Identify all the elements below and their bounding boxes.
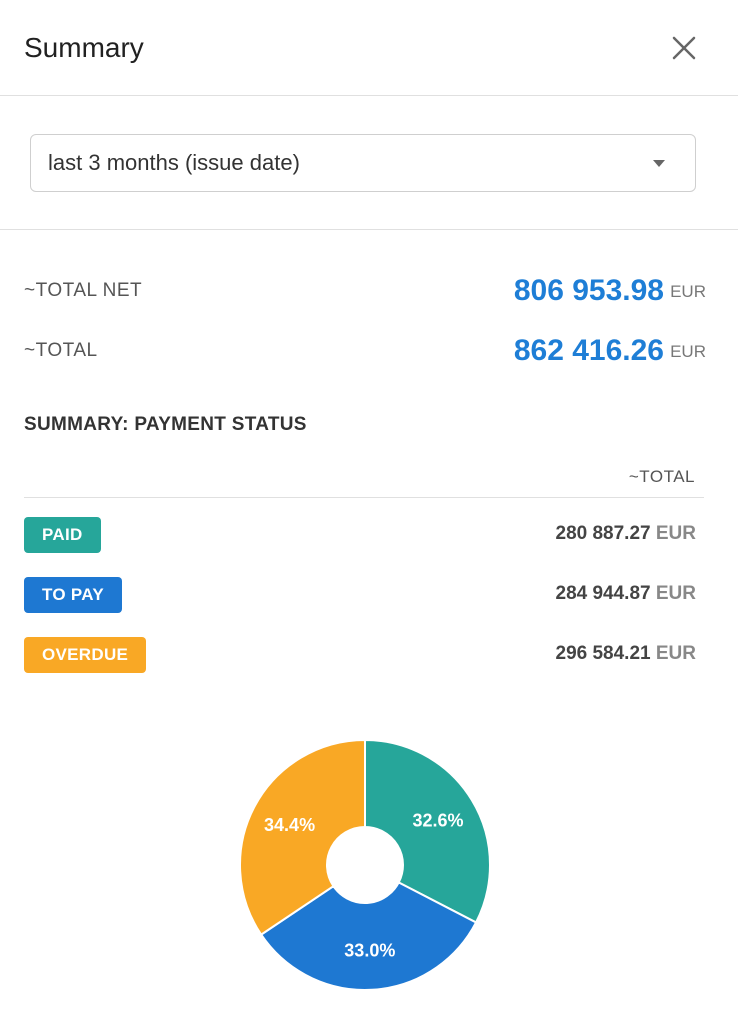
pie-label-overdue: 34.4% bbox=[264, 815, 315, 835]
status-badge-paid[interactable]: PAID bbox=[24, 517, 101, 553]
amount-currency: EUR bbox=[655, 583, 696, 604]
payment-status-donut-chart: 32.6% 33.0% 34.4% bbox=[238, 738, 492, 992]
dialog-header: Summary bbox=[0, 0, 738, 96]
total-net-row: ~TOTAL NET 806 953.98 EUR bbox=[24, 272, 706, 312]
status-amount-overdue: 296 584.21 EUR bbox=[556, 643, 697, 665]
status-row-paid: PAID 280 887.27 EUR bbox=[24, 517, 696, 553]
total-value: 862 416.26 bbox=[513, 334, 664, 367]
amount-value: 280 887.27 bbox=[555, 523, 651, 544]
amount-currency: EUR bbox=[655, 523, 696, 544]
status-row-to-pay: TO PAY 284 944.87 EUR bbox=[24, 577, 696, 613]
pie-label-paid: 32.6% bbox=[413, 811, 464, 831]
total-currency: EUR bbox=[670, 342, 706, 361]
payment-status-title: SUMMARY: PAYMENT STATUS bbox=[24, 414, 307, 435]
total-row: ~TOTAL 862 416.26 EUR bbox=[24, 332, 706, 372]
period-select[interactable]: last 3 months (issue date) bbox=[30, 134, 696, 192]
column-header-total: ~TOTAL bbox=[628, 467, 695, 486]
close-button[interactable] bbox=[664, 28, 704, 68]
total-net-currency: EUR bbox=[670, 282, 706, 301]
pie-label-to-pay: 33.0% bbox=[344, 940, 395, 960]
status-badge-overdue[interactable]: OVERDUE bbox=[24, 637, 147, 673]
amount-currency: EUR bbox=[655, 643, 696, 664]
pie-slice-paid[interactable] bbox=[364, 738, 491, 924]
pie-slice-overdue[interactable] bbox=[239, 738, 366, 936]
total-net-label: ~TOTAL NET bbox=[24, 280, 143, 301]
donut-chart-svg: 32.6% 33.0% 34.4% bbox=[239, 738, 491, 991]
pie-slice-to-pay[interactable] bbox=[259, 881, 478, 991]
amount-value: 296 584.21 bbox=[555, 643, 651, 664]
status-amount-to-pay: 284 944.87 EUR bbox=[556, 583, 697, 605]
total-label: ~TOTAL bbox=[24, 340, 98, 361]
amount-value: 284 944.87 bbox=[555, 583, 651, 604]
total-net-value: 806 953.98 bbox=[513, 274, 664, 307]
status-amount-paid: 280 887.27 EUR bbox=[556, 523, 697, 545]
caret-down-icon bbox=[653, 160, 665, 167]
status-row-overdue: OVERDUE 296 584.21 EUR bbox=[24, 637, 696, 673]
close-icon[interactable] bbox=[664, 28, 704, 68]
filter-section: last 3 months (issue date) bbox=[0, 96, 738, 230]
payment-status-table-header: ~TOTAL bbox=[24, 458, 704, 498]
period-select-value: last 3 months (issue date) bbox=[48, 150, 300, 175]
dialog-title: Summary bbox=[24, 32, 144, 63]
status-badge-to-pay[interactable]: TO PAY bbox=[24, 577, 122, 613]
